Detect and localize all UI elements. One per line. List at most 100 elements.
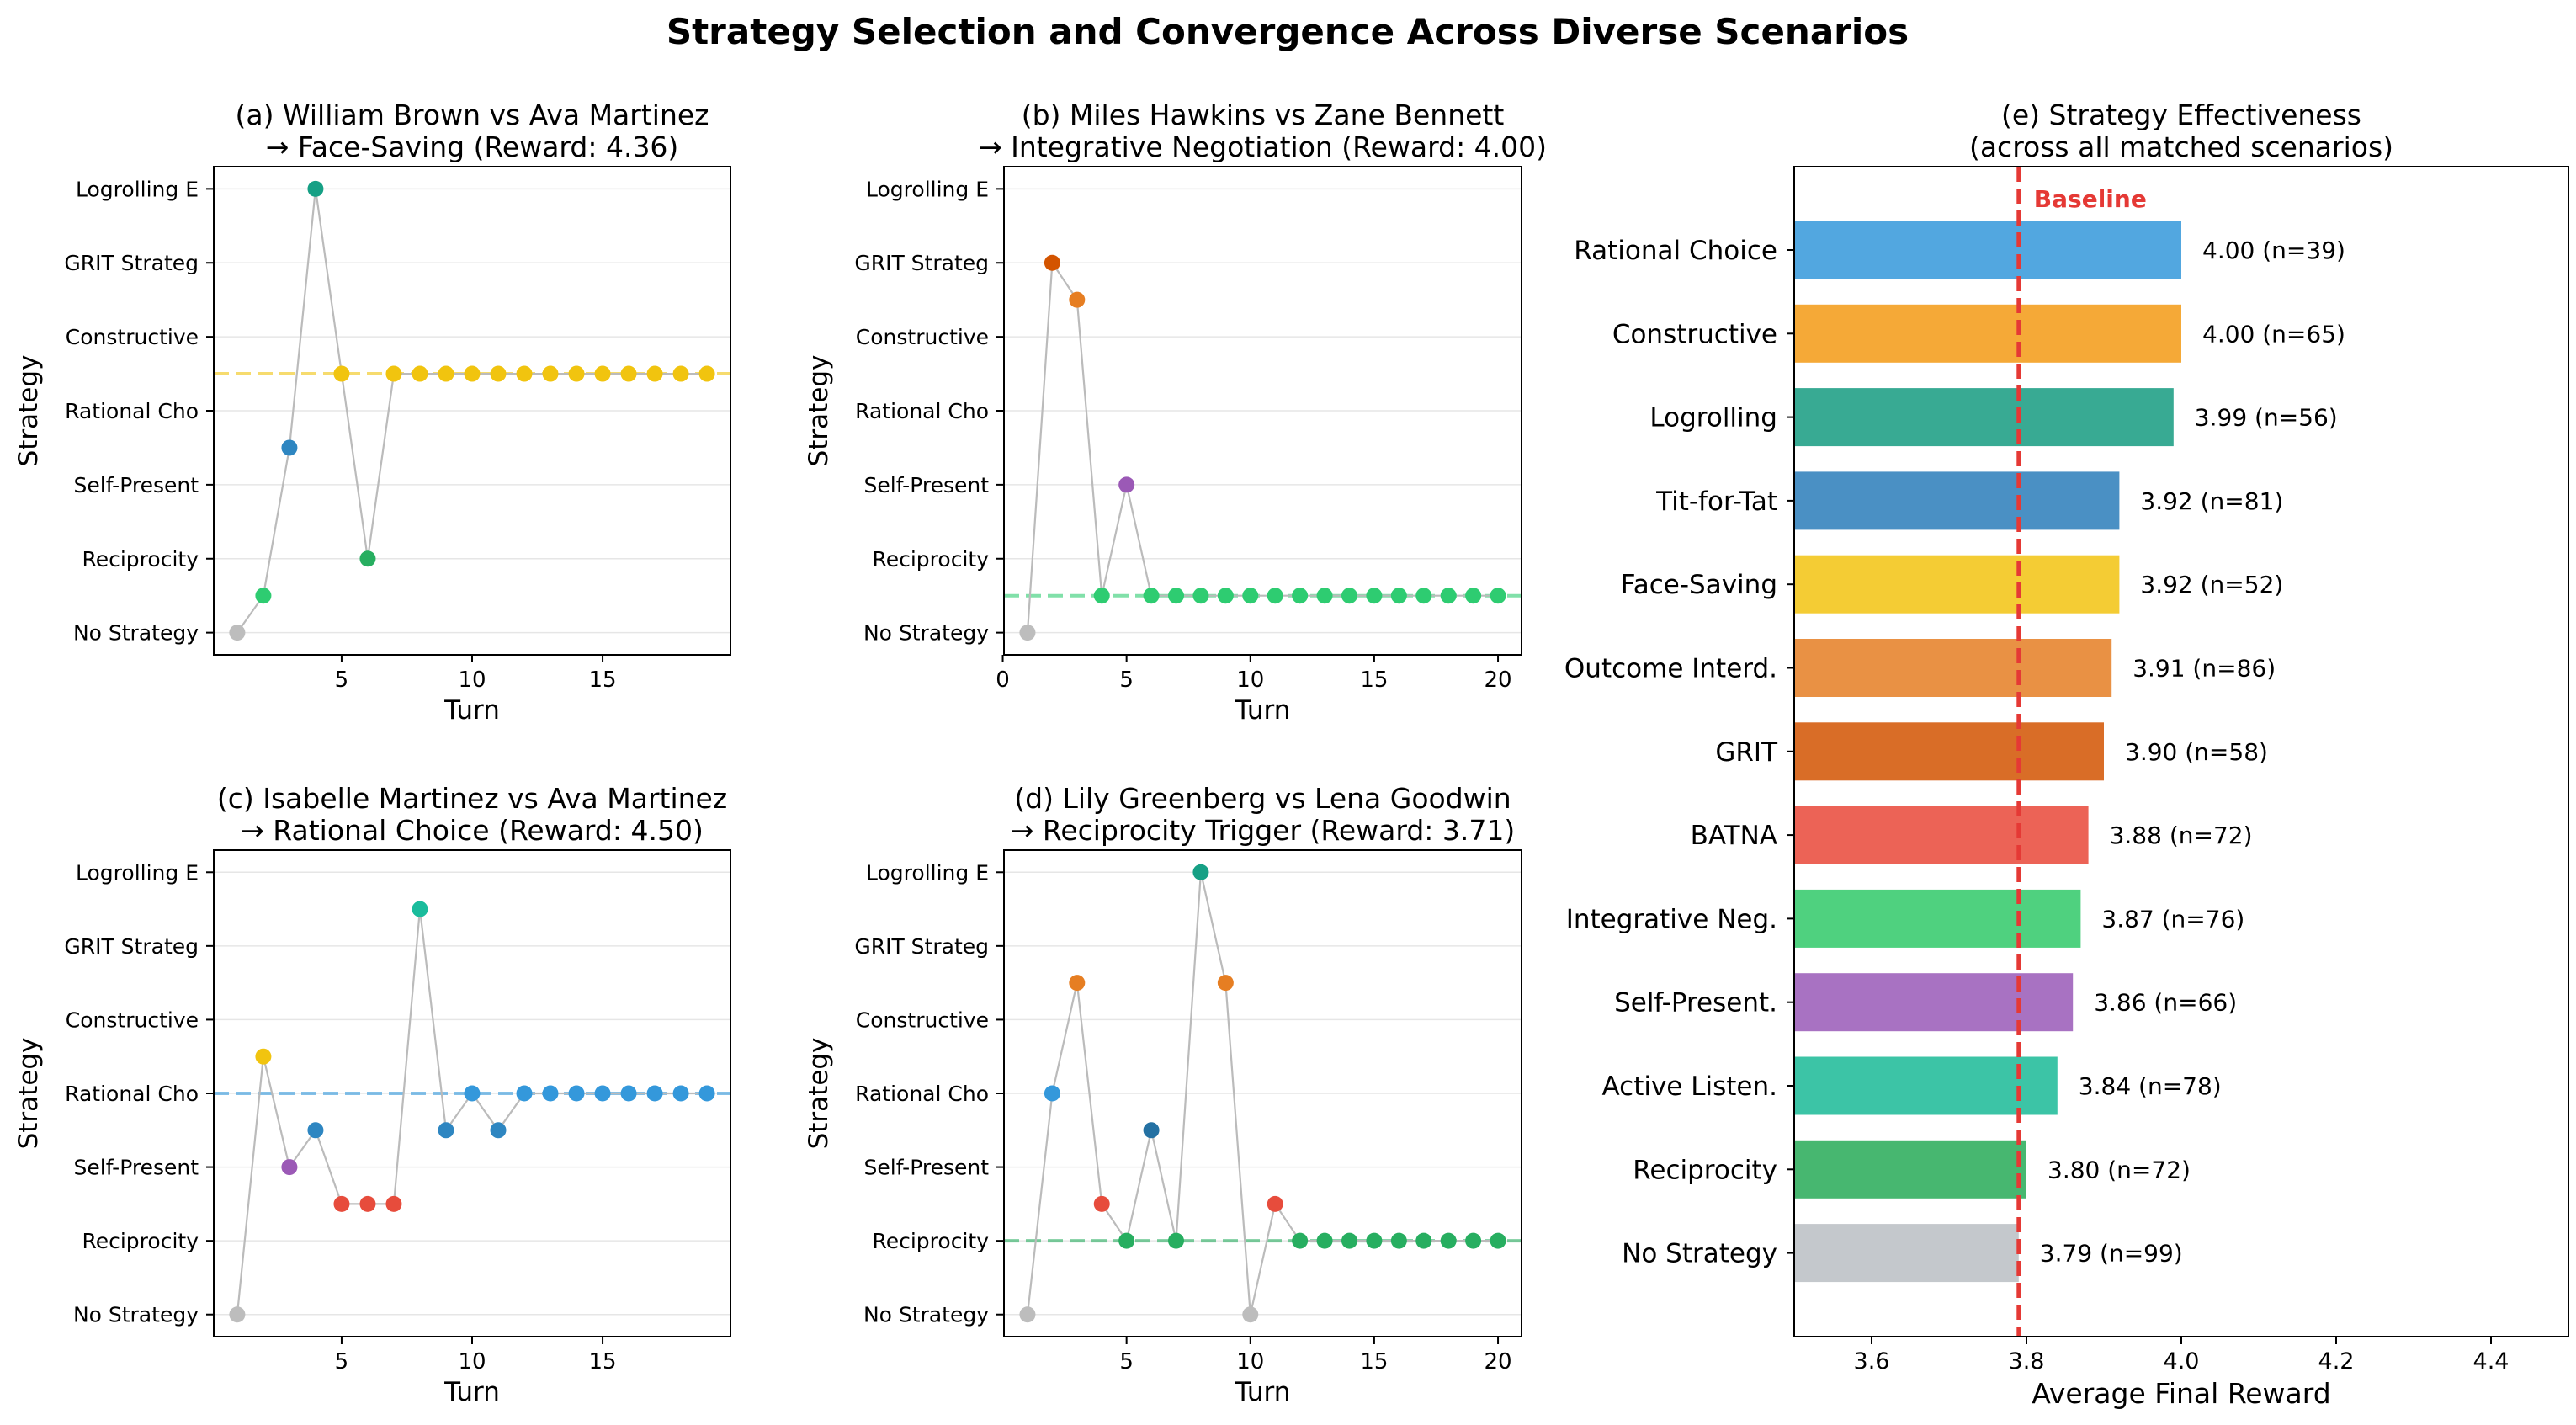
bar-self-present- xyxy=(1794,973,2074,1032)
y-tick-label: Rational Cho xyxy=(65,399,199,423)
turn-point-8 xyxy=(412,365,428,382)
turn-point-3 xyxy=(281,439,298,456)
y-tick-label: Rational Cho xyxy=(855,399,989,423)
panel-title-line-2: (across all matched scenarios) xyxy=(1969,130,2393,163)
bar-batna xyxy=(1794,806,2089,864)
panel-title-line-1: (b) Miles Hawkins vs Zane Bennett xyxy=(1022,98,1505,131)
turn-point-13 xyxy=(542,365,559,382)
turn-point-15 xyxy=(1366,1232,1383,1249)
x-tick-label: 3.8 xyxy=(2009,1348,2045,1374)
turn-point-11 xyxy=(490,1122,507,1139)
bar-value-label: 3.84 (n=78) xyxy=(2079,1072,2222,1100)
turn-point-12 xyxy=(1292,1232,1309,1249)
y-tick-label: GRIT Strateg xyxy=(854,251,989,275)
panel-title-line-2: → Rational Choice (Reward: 4.50) xyxy=(241,814,704,847)
x-tick-label: 5 xyxy=(1119,1349,1134,1374)
turn-point-9 xyxy=(438,1122,454,1139)
y-axis-label: Strategy xyxy=(804,1038,834,1150)
turn-point-9 xyxy=(438,365,454,382)
bar-value-label: 3.90 (n=58) xyxy=(2125,738,2268,766)
turn-point-4 xyxy=(1093,1195,1110,1212)
y-tick-label: Self-Present xyxy=(864,1156,990,1180)
y-axis-label: Strategy xyxy=(804,355,834,467)
bar-rational-choice xyxy=(1794,221,2181,279)
y-tick-label: No Strategy xyxy=(863,621,989,646)
turn-point-11 xyxy=(490,365,507,382)
baseline-label: Baseline xyxy=(2034,185,2147,213)
turn-point-19 xyxy=(698,365,715,382)
panel-title-line-1: (a) William Brown vs Ava Martinez xyxy=(236,98,709,131)
y-tick-label: Reciprocity xyxy=(872,1229,989,1253)
turn-point-17 xyxy=(1415,1232,1432,1249)
bar-active-listen- xyxy=(1794,1056,2058,1115)
x-tick-label: 0 xyxy=(996,667,1010,693)
panel-title-line-1: (d) Lily Greenberg vs Lena Goodwin xyxy=(1014,782,1511,815)
panel-a-scatter: No Strategy Reciprocity Self-Present Ratio… xyxy=(13,98,731,726)
x-tick-label: 20 xyxy=(1484,1349,1511,1374)
x-tick-label: 15 xyxy=(1360,1349,1388,1374)
turn-point-11 xyxy=(1267,588,1283,604)
turn-point-19 xyxy=(1465,588,1482,604)
bar-value-label: 3.87 (n=76) xyxy=(2101,905,2244,933)
y-tick-label: BATNA xyxy=(1691,821,1777,851)
x-tick-label: 5 xyxy=(335,667,349,693)
turn-point-14 xyxy=(1341,588,1357,604)
turn-point-11 xyxy=(1267,1195,1283,1212)
panel-c-scatter: No Strategy Reciprocity Self-Present Ratio… xyxy=(13,782,731,1407)
turn-point-18 xyxy=(1440,1232,1457,1249)
turn-point-18 xyxy=(672,1085,689,1102)
x-tick-label: 15 xyxy=(589,667,617,693)
turn-point-17 xyxy=(1415,588,1432,604)
turn-point-4 xyxy=(307,180,324,197)
x-tick-label: 4.0 xyxy=(2164,1348,2200,1374)
turn-point-8 xyxy=(412,901,428,917)
turn-point-13 xyxy=(1316,1232,1333,1249)
turn-point-7 xyxy=(385,365,402,382)
y-tick-label: GRIT Strateg xyxy=(64,934,199,959)
y-tick-label: Self-Present xyxy=(864,473,990,497)
turn-point-16 xyxy=(620,1085,637,1102)
x-tick-label: 15 xyxy=(589,1349,617,1374)
turn-point-16 xyxy=(1390,1232,1407,1249)
panel-d-scatter: No Strategy Reciprocity Self-Present Ratio… xyxy=(804,782,1522,1407)
y-tick-label: Tit-for-Tat xyxy=(1655,487,1777,517)
y-tick-label: No Strategy xyxy=(863,1303,989,1327)
x-axis-label: Turn xyxy=(443,695,500,726)
bar-value-label: 3.92 (n=81) xyxy=(2140,487,2283,515)
turn-point-18 xyxy=(1440,588,1457,604)
turn-point-15 xyxy=(1366,588,1383,604)
x-tick-label: 20 xyxy=(1484,667,1511,693)
x-tick-label: 5 xyxy=(1119,667,1134,693)
bar-value-label: 3.92 (n=52) xyxy=(2140,571,2283,598)
y-tick-label: Constructive xyxy=(1612,319,1777,349)
y-tick-label: Rational Cho xyxy=(855,1082,989,1106)
panel-title-line-2: → Face-Saving (Reward: 4.36) xyxy=(266,130,679,163)
y-tick-label: Reciprocity xyxy=(1633,1155,1777,1185)
turn-point-16 xyxy=(620,365,637,382)
y-tick-label: Logrolling E xyxy=(866,177,989,201)
turn-point-10 xyxy=(1242,588,1259,604)
turn-point-1 xyxy=(229,1306,246,1323)
turn-point-10 xyxy=(1242,1306,1259,1323)
x-tick-label: 10 xyxy=(1236,1349,1264,1374)
turn-point-1 xyxy=(1019,1306,1036,1323)
y-tick-label: GRIT xyxy=(1715,737,1778,768)
bar-value-label: 3.79 (n=99) xyxy=(2040,1240,2183,1268)
turn-point-4 xyxy=(307,1122,324,1139)
turn-point-5 xyxy=(333,1195,350,1212)
turn-point-3 xyxy=(1069,291,1086,308)
turn-point-2 xyxy=(1044,254,1060,271)
x-tick-label: 4.2 xyxy=(2318,1348,2355,1374)
y-tick-label: Integrative Neg. xyxy=(1566,904,1777,934)
turn-point-8 xyxy=(1192,588,1209,604)
y-tick-label: Constructive xyxy=(856,325,989,349)
turn-point-19 xyxy=(1465,1232,1482,1249)
y-tick-label: Logrolling E xyxy=(76,860,199,885)
panel-title-line-1: (c) Isabelle Martinez vs Ava Martinez xyxy=(217,782,727,815)
turn-point-20 xyxy=(1490,588,1506,604)
turn-point-3 xyxy=(281,1159,298,1176)
turn-point-15 xyxy=(594,365,611,382)
turn-point-17 xyxy=(646,1085,663,1102)
turn-point-2 xyxy=(1044,1085,1060,1102)
